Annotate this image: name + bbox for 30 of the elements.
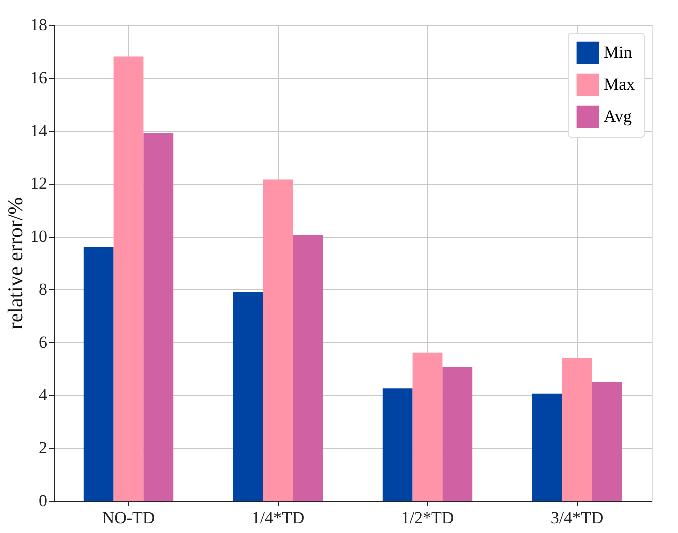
bar — [144, 133, 174, 501]
y-axis-title: relative error/% — [4, 197, 28, 330]
y-tick-label: 18 — [30, 16, 48, 34]
bar — [412, 352, 443, 501]
y-tick-label: 10 — [30, 227, 48, 246]
y-tick-label: 8 — [39, 280, 48, 299]
y-tick-label: 4 — [39, 386, 48, 405]
bar — [532, 394, 562, 501]
bar — [263, 180, 294, 501]
bar — [114, 56, 144, 501]
x-tick-label: 1/2*TD — [401, 508, 454, 528]
legend-label: Avg — [604, 107, 633, 126]
bar — [84, 247, 114, 501]
y-tick-label: 12 — [30, 174, 48, 194]
legend-label: Max — [604, 75, 636, 94]
bar — [233, 292, 264, 501]
bar — [382, 388, 413, 501]
bar — [592, 382, 622, 501]
bar — [293, 235, 324, 501]
y-tick-label: 16 — [30, 68, 48, 88]
x-tick-label: NO-TD — [102, 508, 156, 528]
x-tick-label: 1/4*TD — [252, 508, 305, 528]
legend-label: Min — [604, 43, 633, 62]
bar — [562, 358, 592, 501]
y-tick-label: 6 — [39, 332, 48, 352]
y-tick-label: 0 — [39, 492, 48, 510]
y-tick-label: 14 — [30, 121, 48, 140]
y-tick-label: 2 — [39, 438, 48, 458]
x-tick-label: 3/4*TD — [550, 508, 604, 528]
bar — [442, 367, 473, 501]
